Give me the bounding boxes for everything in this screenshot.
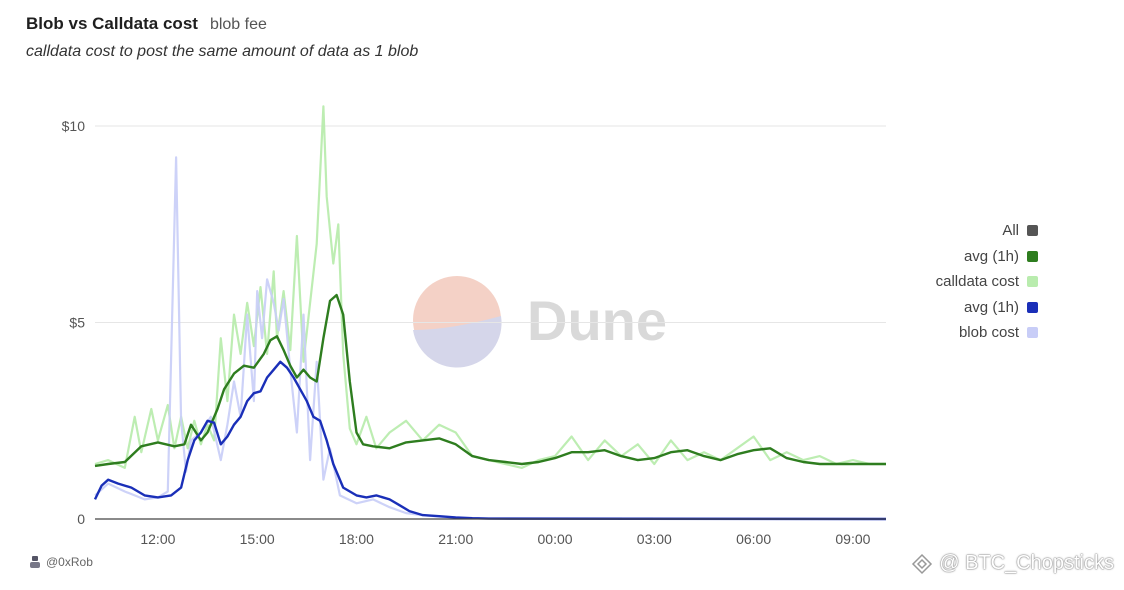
x-tick-label: 21:00 (438, 531, 473, 547)
legend-item-all[interactable]: All (936, 218, 1038, 244)
grid-lines (95, 125, 886, 323)
legend-swatch (1027, 327, 1038, 339)
blob-cost-line (94, 156, 887, 521)
dune-logo-text: Dune (527, 289, 667, 352)
x-tick-label: 18:00 (339, 531, 374, 547)
legend-swatch (1027, 250, 1038, 262)
x-tick-label: 03:00 (637, 531, 672, 547)
chart-header: Blob vs Calldata cost blob fee calldata … (26, 14, 418, 61)
watermark: @ BTC_Chopsticks (911, 552, 1114, 575)
dune-logo: Dune (413, 276, 667, 368)
legend: All avg (1h) calldata cost avg (1h) blob… (936, 218, 1038, 346)
legend-item-calldata-cost[interactable]: calldata cost (936, 269, 1038, 295)
x-tick-label: 15:00 (240, 531, 275, 547)
avg-1h-green-line (94, 293, 886, 468)
avg-1h-blue-line (93, 360, 887, 521)
y-tick-label: $5 (69, 315, 85, 331)
legend-swatch (1027, 276, 1038, 288)
x-tick-label: 06:00 (736, 531, 771, 547)
chart-subtitle: calldata cost to post the same amount of… (26, 43, 419, 60)
x-tick-label: 00:00 (538, 531, 573, 547)
legend-swatch (1027, 225, 1038, 237)
diamond-logo-icon (912, 553, 933, 574)
author-name: @0xRob (46, 555, 93, 569)
chart-title: Blob vs Calldata cost (26, 14, 198, 33)
legend-item-avg-green[interactable]: avg (1h) (936, 244, 1038, 270)
legend-item-avg-blue[interactable]: avg (1h) (936, 295, 1038, 321)
x-tick-label: 09:00 (835, 531, 870, 547)
author-credit[interactable]: @0xRob (30, 555, 93, 569)
series-layer (93, 105, 887, 521)
user-avatar-icon (30, 556, 40, 568)
legend-swatch (1027, 301, 1038, 313)
calldata-cost-line (94, 105, 886, 469)
legend-item-blob-cost[interactable]: blob cost (936, 320, 1038, 346)
y-tick-label: $10 (62, 118, 86, 134)
y-tick-label: 0 (77, 511, 85, 527)
x-tick-label: 12:00 (140, 531, 175, 547)
axes: 0 $5 $10 12:00 15:00 18:00 21:00 00:00 03:00 06:0… (62, 118, 886, 547)
dune-logo-wave-icon (413, 316, 502, 368)
watermark-text: @ BTC_Chopsticks (939, 552, 1114, 574)
tab-blob-fee[interactable]: blob fee (209, 16, 267, 33)
